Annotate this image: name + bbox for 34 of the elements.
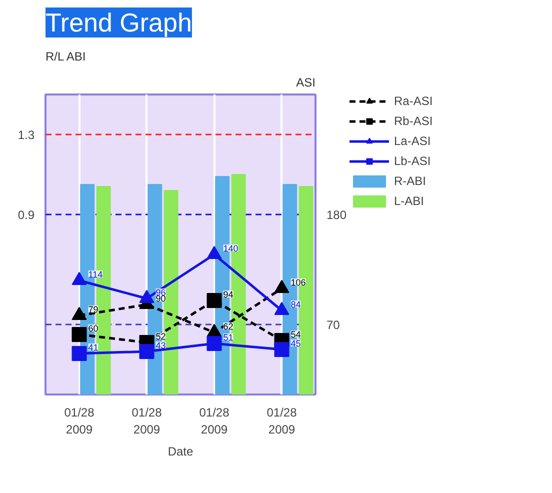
data-label: 79 [88,304,98,314]
x-tick-label: 01/28 2009 [132,406,162,436]
data-label: 96 [156,288,166,298]
legend-label: Rb-ASI [394,114,433,128]
data-label: 52 [156,332,166,342]
legend-label: Ra-ASI [394,94,433,108]
x-tick-label: 01/28 2009 [64,406,95,436]
data-label: 140 [223,244,238,254]
y2-axis-title: ASI [296,76,316,90]
data-label: 41 [88,342,98,352]
bar [164,190,178,394]
legend-label: Lb-ASI [394,154,431,168]
data-label: 114 [88,270,103,280]
y-axis-title: R/L ABI [46,50,86,64]
x-axis-title: Date [168,444,194,458]
data-label: 94 [223,290,234,300]
chart-title: Trend Graph [46,8,192,38]
legend-label: R-ABI [394,174,426,188]
data-label: 54 [290,330,301,340]
y2-tick-label: 70 [326,318,340,332]
y-tick-label: 1.3 [18,128,35,142]
data-label: 60 [88,324,98,334]
x-tick-label: 01/28 2009 [266,406,298,436]
data-label: 51 [223,332,234,342]
x-tick-label: 01/28 2009 [199,406,230,436]
data-label: 84 [290,300,301,310]
data-label: 43 [156,340,166,350]
data-label: 62 [223,322,234,332]
legend-label: L-ABI [394,194,424,208]
data-label: 106 [290,278,306,288]
y-tick-label: 0.9 [18,208,35,222]
legend-label: La-ASI [394,134,431,148]
y2-tick-label: 180 [326,208,347,222]
data-label: 45 [290,338,301,348]
